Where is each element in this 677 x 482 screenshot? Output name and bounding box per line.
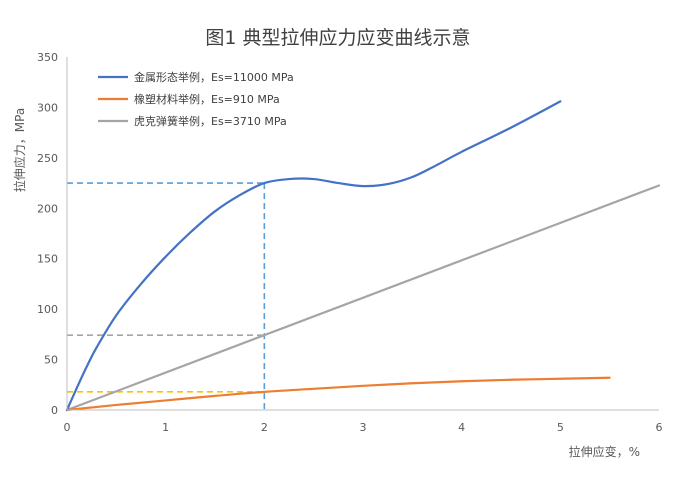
y-tick-label: 300 <box>37 101 58 114</box>
y-axis-title: 拉伸应力，MPa <box>12 108 27 192</box>
y-tick-label: 0 <box>51 404 58 417</box>
x-tick-label: 0 <box>64 421 71 434</box>
x-tick-label: 6 <box>656 421 663 434</box>
legend-label: 橡塑材料举例，Es=910 MPa <box>134 92 280 106</box>
y-tick-label: 250 <box>37 152 58 165</box>
series-lines <box>65 100 661 412</box>
series-line-2 <box>65 376 611 412</box>
x-tick-label: 1 <box>162 421 169 434</box>
chart-title: 图1 典型拉伸应力应变曲线示意 <box>205 27 470 49</box>
reference-lines <box>67 182 266 410</box>
x-tick-label: 2 <box>261 421 268 434</box>
y-tick-label: 150 <box>37 253 58 266</box>
legend-label: 金属形态举例，Es=11000 MPa <box>134 70 294 84</box>
legend: 金属形态举例，Es=11000 MPa 橡塑材料举例，Es=910 MPa 虎克弹簧… <box>98 70 294 128</box>
axes: 0 1 2 3 4 5 6 0 50 100 150 200 250 300 350 <box>37 51 663 434</box>
x-axis-title: 拉伸应变，% <box>569 444 640 459</box>
legend-label: 虎克弹簧举例，Es=3710 MPa <box>134 114 287 128</box>
y-tick-label: 50 <box>44 354 58 367</box>
y-tick-label: 100 <box>37 303 58 316</box>
y-tick-label: 200 <box>37 202 58 215</box>
series-line-1 <box>65 100 562 412</box>
x-tick-label: 5 <box>557 421 564 434</box>
x-tick-label: 4 <box>458 421 465 434</box>
y-tick-label: 350 <box>37 51 58 64</box>
x-tick-label: 3 <box>360 421 367 434</box>
series-line-3 <box>65 184 661 412</box>
